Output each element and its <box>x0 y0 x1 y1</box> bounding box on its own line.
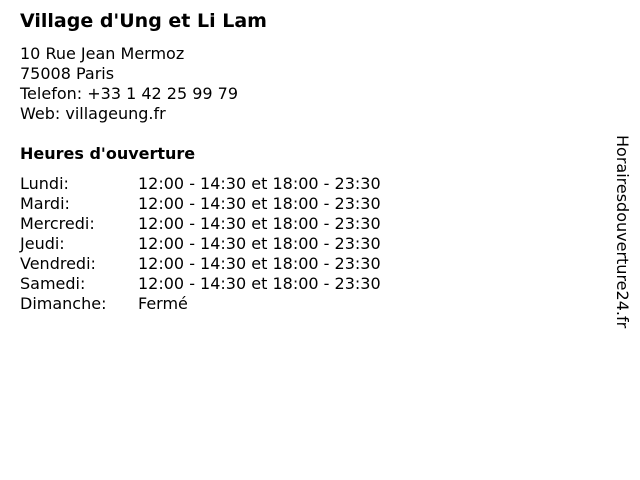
business-name: Village d'Ung et Li Lam <box>20 10 267 32</box>
time: 12:00 - 14:30 et 18:00 - 23:30 <box>138 234 381 253</box>
time: 12:00 - 14:30 et 18:00 - 23:30 <box>138 194 381 213</box>
time: 12:00 - 14:30 et 18:00 - 23:30 <box>138 274 381 293</box>
time: 12:00 - 14:30 et 18:00 - 23:30 <box>138 174 381 193</box>
hours-heading: Heures d'ouverture <box>20 144 196 163</box>
hours-row: Vendredi: 12:00 - 14:30 et 18:00 - 23:30 <box>20 254 381 274</box>
day: Jeudi: <box>20 234 65 253</box>
hours-row: Samedi: 12:00 - 14:30 et 18:00 - 23:30 <box>20 274 381 294</box>
phone: Telefon: +33 1 42 25 99 79 <box>20 84 239 103</box>
time: 12:00 - 14:30 et 18:00 - 23:30 <box>138 254 381 273</box>
day: Mercredi: <box>20 214 95 233</box>
street: 10 Rue Jean Mermoz <box>20 44 185 63</box>
day: Lundi: <box>20 174 69 193</box>
hours-row: Dimanche: Fermé <box>20 294 381 314</box>
time: Fermé <box>138 294 188 313</box>
day: Mardi: <box>20 194 70 213</box>
address-block: 10 Rue Jean Mermoz 75008 Paris Telefon: … <box>20 44 238 124</box>
day: Vendredi: <box>20 254 96 273</box>
day: Samedi: <box>20 274 86 293</box>
hours-table: Lundi: 12:00 - 14:30 et 18:00 - 23:30 Mar… <box>20 174 381 314</box>
watermark: Horairesdouverture24.fr <box>613 135 632 329</box>
hours-row: Jeudi: 12:00 - 14:30 et 18:00 - 23:30 <box>20 234 381 254</box>
city: 75008 Paris <box>20 64 115 83</box>
time: 12:00 - 14:30 et 18:00 - 23:30 <box>138 214 381 233</box>
hours-row: Mercredi: 12:00 - 14:30 et 18:00 - 23:30 <box>20 214 381 234</box>
day: Dimanche: <box>20 294 107 313</box>
website: Web: villageung.fr <box>20 104 166 123</box>
hours-row: Mardi: 12:00 - 14:30 et 18:00 - 23:30 <box>20 194 381 214</box>
hours-row: Lundi: 12:00 - 14:30 et 18:00 - 23:30 <box>20 174 381 194</box>
